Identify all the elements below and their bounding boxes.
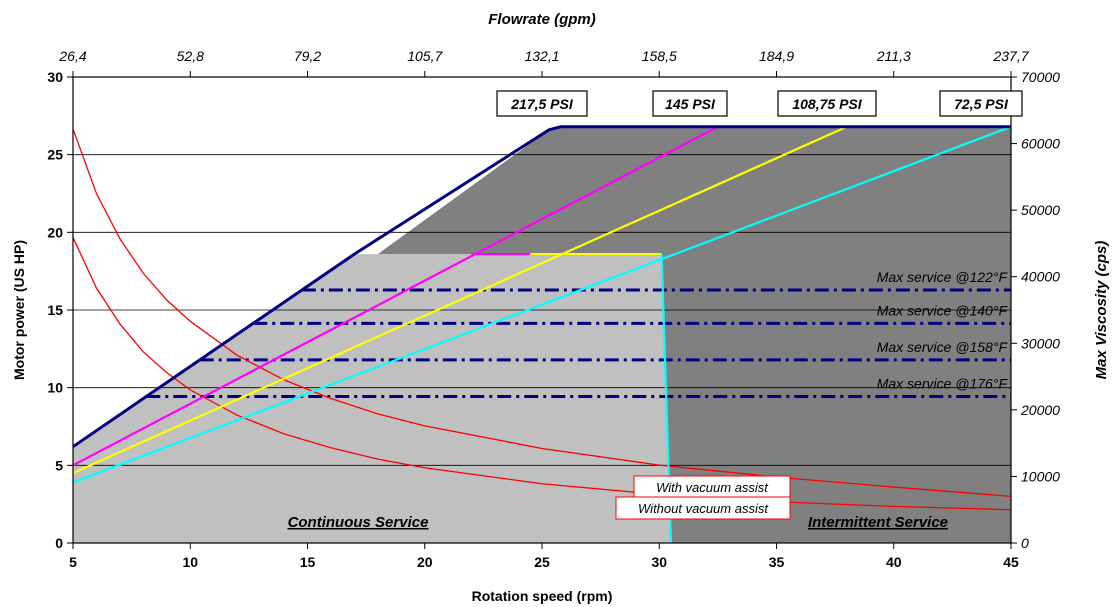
y2-tick-label-6: 60000 <box>1021 136 1060 152</box>
x2-tick-label-7: 211,3 <box>876 48 911 64</box>
x-tick-label-2: 15 <box>300 554 316 570</box>
x2-tick-label-6: 184,9 <box>759 48 794 64</box>
y-tick-label-0: 0 <box>55 535 63 551</box>
service-lines: Max service @122°F Max service @140°F Max … <box>146 269 1011 399</box>
y2-tick-label-3: 30000 <box>1021 335 1060 351</box>
svg-text:72,5 PSI: 72,5 PSI <box>954 96 1009 112</box>
region-intermittent-service <box>377 126 1012 543</box>
service-regions <box>73 126 1012 543</box>
svg-text:Without vacuum assist: Without vacuum assist <box>638 501 769 516</box>
x2-tick-label-1: 52,8 <box>177 48 204 64</box>
with-vacuum-label: With vacuum assist <box>633 475 791 499</box>
x-tick-label-4: 25 <box>534 554 550 570</box>
x2-axis-title: Flowrate (gpm) <box>488 11 596 28</box>
svg-text:With vacuum assist: With vacuum assist <box>656 480 769 495</box>
x2-tick-label-3: 105,7 <box>407 48 443 64</box>
y2-tick-label-0: 0 <box>1021 535 1029 551</box>
without-vacuum-label: Without vacuum assist <box>615 496 791 520</box>
x2-tick-label-8: 237,7 <box>992 48 1029 64</box>
pressure-label-108-75: 108,75 PSI <box>777 90 877 117</box>
y-tick-label-4: 20 <box>47 224 63 240</box>
continuous-service-label: Continuous Service <box>288 514 429 531</box>
y-axis-title: Motor power (US HP) <box>11 240 27 380</box>
service-line-label-1: Max service @140°F <box>877 302 1009 318</box>
pressure-label-145: 145 PSI <box>652 90 728 117</box>
x-tick-label-1: 10 <box>182 554 198 570</box>
x-tick-label-7: 40 <box>886 554 902 570</box>
y2-tick-label-2: 20000 <box>1020 402 1060 418</box>
viscosity-curve-with-vacuum-assist <box>72 128 1012 498</box>
pressure-label-217-5: 217,5 PSI <box>496 90 588 117</box>
svg-text:145 PSI: 145 PSI <box>665 96 716 112</box>
region-continuous-service <box>73 254 671 543</box>
y2-axis-title: Max Viscosity (cps) <box>1093 241 1110 380</box>
svg-text:217,5 PSI: 217,5 PSI <box>510 96 574 112</box>
axes: 5 10 15 20 25 30 35 40 45 26,4 52,8 79,2 105,7 132,1 1… <box>47 48 1060 570</box>
x2-tick-label-0: 26,4 <box>58 48 86 64</box>
service-line-label-3: Max service @176°F <box>877 376 1009 392</box>
x-tick-label-6: 35 <box>769 554 785 570</box>
svg-text:108,75 PSI: 108,75 PSI <box>792 96 862 112</box>
service-line-label-2: Max service @158°F <box>877 339 1009 355</box>
x-tick-label-0: 5 <box>69 554 77 570</box>
y-tick-label-1: 5 <box>55 457 63 473</box>
y-tick-label-5: 25 <box>47 147 63 163</box>
y2-tick-label-1: 10000 <box>1021 468 1060 484</box>
power-lines <box>72 125 1012 544</box>
y-tick-label-3: 15 <box>47 302 63 318</box>
series-line-217-5-psi <box>72 125 1011 448</box>
pressure-label-72-5: 72,5 PSI <box>939 90 1023 117</box>
series-line-72-5-psi <box>72 125 1012 484</box>
x2-tick-label-5: 158,5 <box>642 48 677 64</box>
y-tick-label-6: 30 <box>47 69 63 85</box>
x-tick-label-8: 45 <box>1003 554 1019 570</box>
service-line-label-0: Max service @122°F <box>877 269 1009 285</box>
y-tick-label-2: 10 <box>47 380 63 396</box>
y2-tick-label-4: 40000 <box>1021 269 1060 285</box>
intermittent-service-label: Intermittent Service <box>808 514 948 531</box>
y2-tick-label-7: 70000 <box>1021 69 1060 85</box>
y2-tick-label-5: 50000 <box>1021 202 1060 218</box>
x2-tick-label-4: 132,1 <box>524 48 559 64</box>
x-tick-label-3: 20 <box>417 554 433 570</box>
x-axis-title: Rotation speed (rpm) <box>472 588 613 604</box>
gridlines <box>73 154 1011 466</box>
x-tick-label-5: 30 <box>651 554 667 570</box>
x2-tick-label-2: 79,2 <box>294 48 321 64</box>
